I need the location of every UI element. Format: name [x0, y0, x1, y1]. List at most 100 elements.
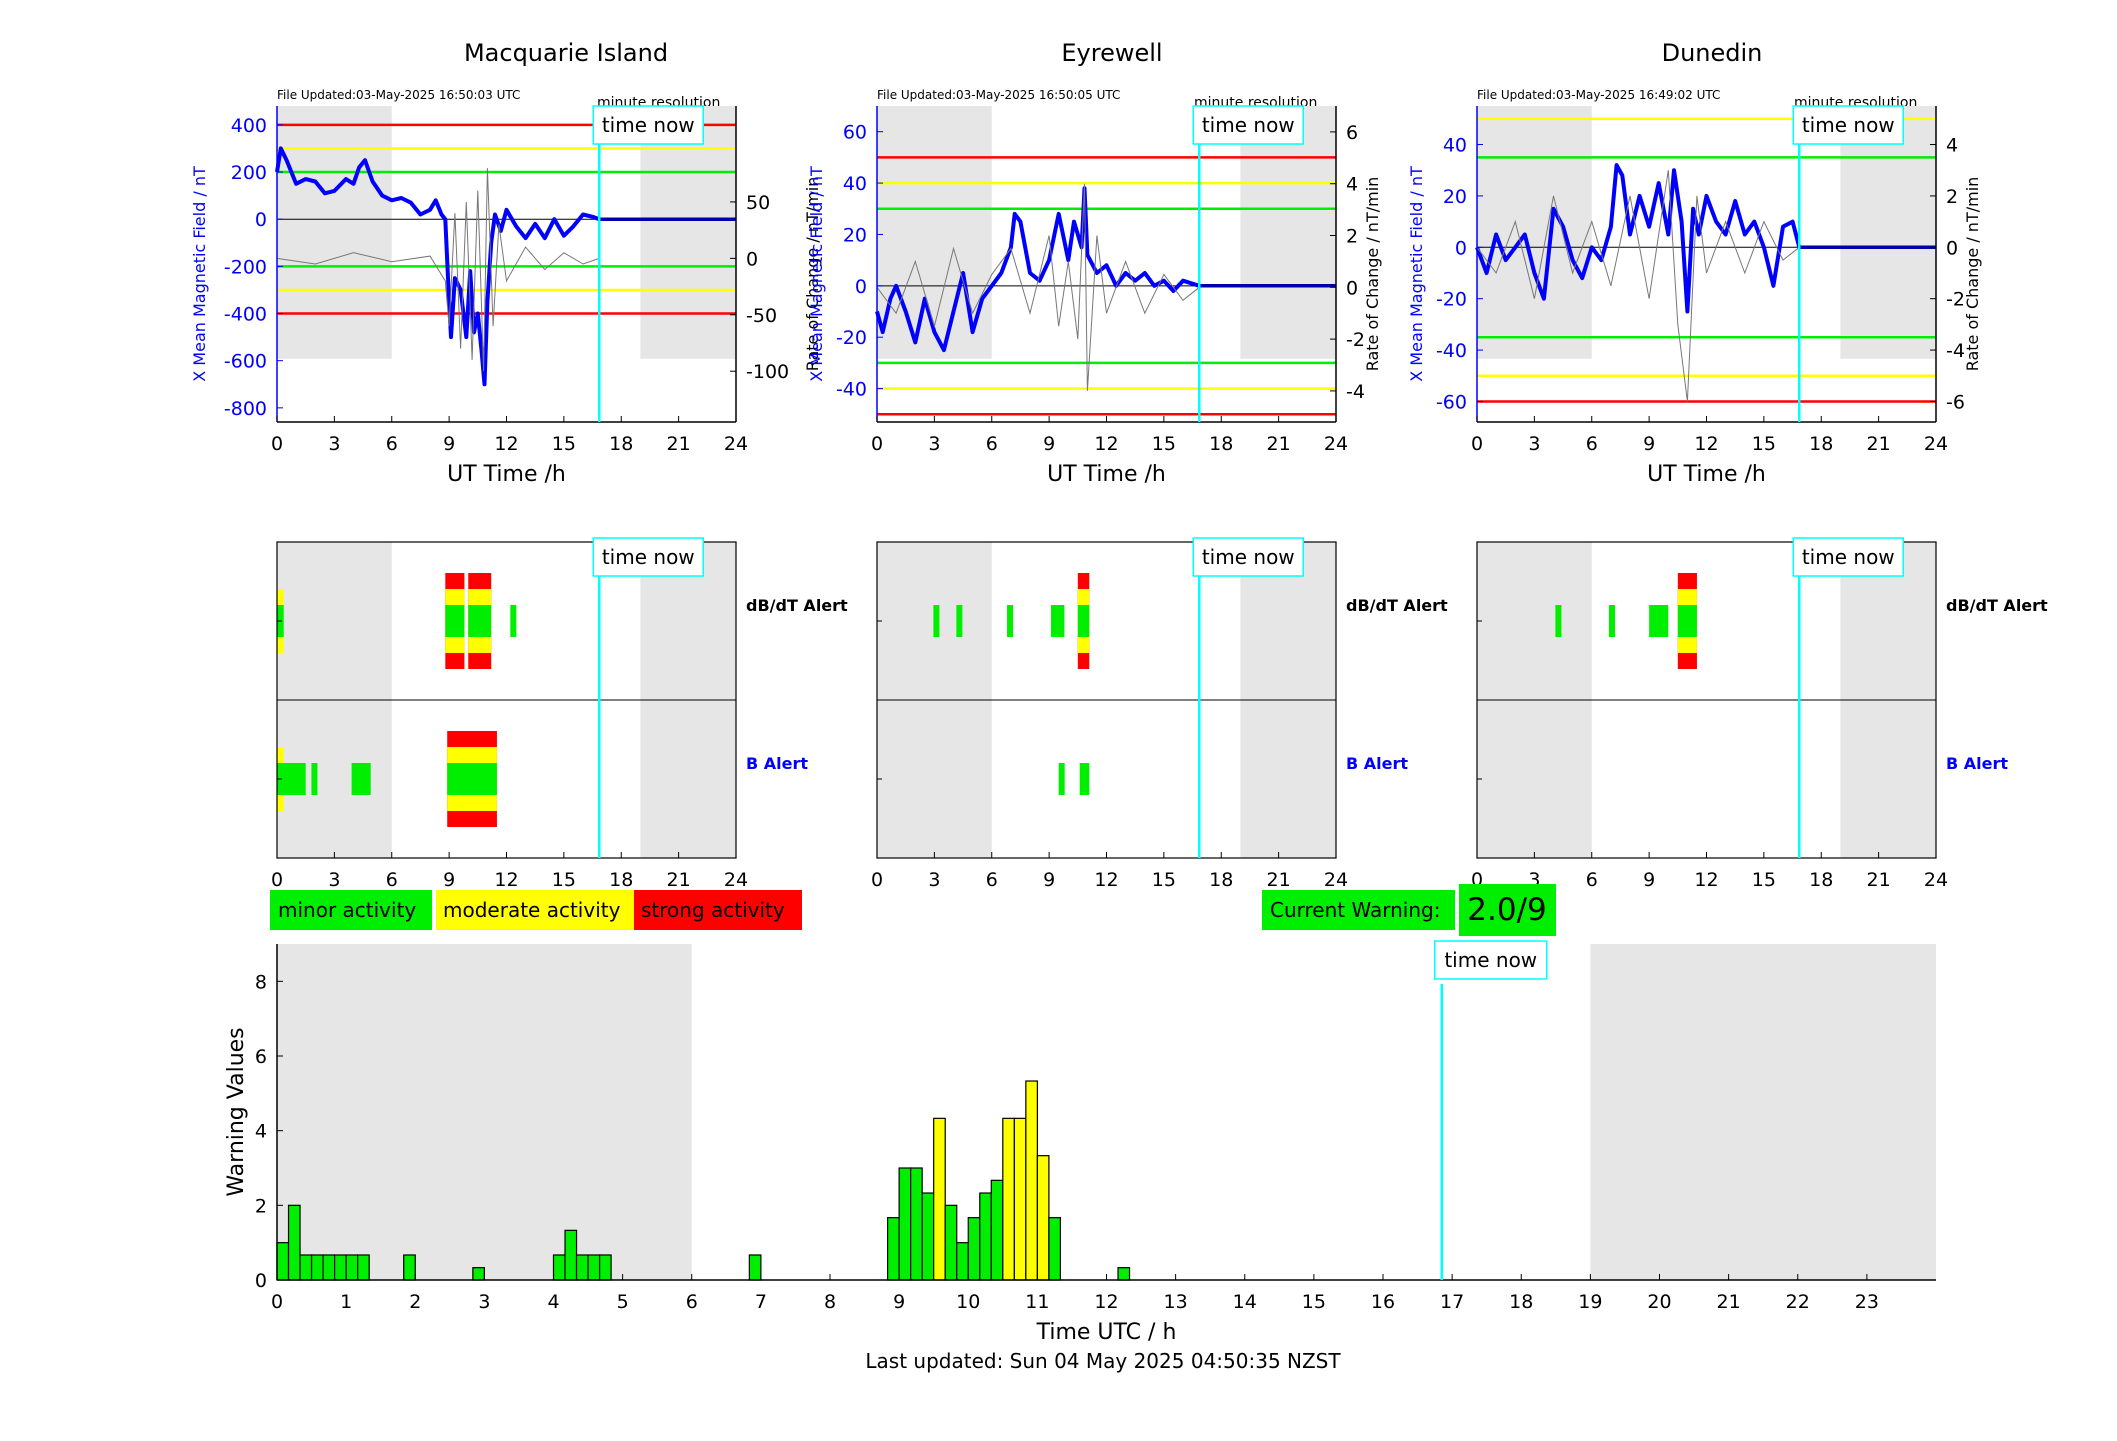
time-now-box [1192, 537, 1305, 577]
x-tick-label: 18 [1209, 869, 1233, 891]
field-plot: 400 200 0 -200 -400 -600 -800 50 0 -50 -100 0 3 6 9 12 1… [190, 105, 822, 487]
x-tick-label: 24 [724, 869, 748, 891]
x-tick-label: 18 [1209, 433, 1233, 455]
x-tick-label: 3 [328, 433, 340, 455]
x-tick-label: 9 [443, 869, 455, 891]
x-tick-label: 6 [686, 1291, 698, 1313]
warning-bar [1117, 1267, 1131, 1281]
warning-bar [748, 1254, 762, 1281]
alert-plot: 0 3 6 9 12 15 18 21 24 dB/dT Alert B Alert time now [271, 537, 848, 891]
warning-bar [944, 1204, 958, 1281]
alert-block-green [468, 605, 492, 637]
warning-bar [334, 1254, 347, 1281]
warning-bar [979, 1192, 992, 1281]
y-left-tick-label: 40 [843, 173, 867, 195]
x-tick-label: 18 [1809, 869, 1833, 891]
alert-block-green [311, 763, 318, 795]
x-axis-label: UT Time /h [1047, 462, 1166, 487]
x-tick-label: 18 [1809, 433, 1833, 455]
warning-bar [587, 1254, 601, 1281]
alert-block-green [510, 605, 517, 637]
file-updated-text: File Updated:03-May-2025 16:50:03 UTC [277, 88, 520, 102]
activity-legend: minor activity moderate activity strong … [270, 890, 802, 930]
alert-block-green [1649, 605, 1669, 637]
x-tick-label: 15 [552, 869, 576, 891]
y-right-tick-label: -6 [1946, 391, 1965, 413]
warning-bar [345, 1254, 359, 1281]
legend-strong-label: strong activity [641, 898, 785, 922]
x-tick-label: 1 [340, 1291, 352, 1313]
x-tick-label: 21 [667, 869, 691, 891]
night-shading [277, 106, 392, 359]
x-tick-label: 7 [755, 1291, 767, 1313]
alert-block-green [447, 763, 497, 795]
y-left-tick-label: 40 [1443, 135, 1467, 157]
y-left-tick-label: -200 [224, 256, 267, 278]
x-tick-label: 9 [1643, 869, 1655, 891]
y-right-tick-label: -100 [746, 361, 789, 383]
y-right-tick-label: -4 [1346, 381, 1365, 403]
x-tick-label: 10 [956, 1291, 980, 1313]
alert-block-green [933, 605, 940, 637]
station-title: Eyrewell [1061, 39, 1162, 67]
time-now-box [592, 105, 705, 145]
station-title: Macquarie Island [464, 39, 668, 67]
y-left-tick-label: -400 [224, 304, 267, 326]
x-tick-label: 9 [1643, 433, 1655, 455]
x-tick-label: 3 [478, 1291, 490, 1313]
time-now-label: time now [1444, 948, 1537, 972]
x-tick-label: 15 [1152, 869, 1176, 891]
alert-plot: 0 3 6 9 12 15 18 21 24 dB/dT Alert B Alert time now [871, 537, 1448, 891]
x-tick-label: 13 [1164, 1291, 1188, 1313]
y-left-tick-label: 20 [843, 224, 867, 246]
warning-bar [287, 1204, 301, 1281]
x-tick-label: 3 [928, 433, 940, 455]
alert-block-green [1608, 605, 1615, 637]
x-tick-label: 9 [893, 1291, 905, 1313]
y-right-tick-label: 2 [1346, 226, 1358, 248]
x-axis-label: Time UTC / h [1036, 1320, 1177, 1345]
night-shading [877, 106, 992, 359]
x-axis-label: UT Time /h [1647, 462, 1766, 487]
y-right-tick-label: 0 [746, 248, 758, 270]
legend-moderate-swatch [436, 890, 634, 930]
x-tick-label: 6 [986, 869, 998, 891]
warning-bar [472, 1267, 485, 1281]
x-tick-label: 15 [1752, 433, 1776, 455]
y-left-tick-label: 20 [1443, 186, 1467, 208]
alert-block-green [1079, 763, 1090, 795]
warning-bar [898, 1167, 912, 1281]
x-tick-label: 12 [1694, 869, 1718, 891]
legend-minor-swatch [270, 890, 432, 930]
x-tick-label: 6 [1586, 869, 1598, 891]
x-tick-label: 22 [1786, 1291, 1810, 1313]
x-tick-label: 18 [609, 869, 633, 891]
warning-bar [1025, 1080, 1038, 1281]
y-left-tick-label: 0 [1455, 237, 1467, 259]
station-panel-dunedin: Dunedin File Updated:03-May-2025 16:49:0… [1407, 39, 2048, 891]
x-tick-label: 3 [928, 869, 940, 891]
y-left-tick-label: 0 [255, 209, 267, 231]
y-left-tick-label: 60 [843, 122, 867, 144]
x-tick-label: 0 [871, 433, 883, 455]
time-now-label: time now [1202, 113, 1295, 137]
current-warning-value: 2.0/9 [1467, 892, 1546, 928]
legend-minor-label: minor activity [278, 898, 416, 922]
x-tick-label: 18 [1509, 1291, 1533, 1313]
y-left-tick-label: -800 [224, 398, 267, 420]
alert-row-label-dbdt: dB/dT Alert [1946, 596, 2048, 615]
x-tick-label: 21 [1267, 869, 1291, 891]
time-now-box [592, 537, 705, 577]
y-right-tick-label: -4 [1946, 340, 1965, 362]
alert-block-green [1058, 763, 1065, 795]
x-tick-label: 2 [409, 1291, 421, 1313]
x-tick-label: 9 [1043, 869, 1055, 891]
y-right-axis-label: Rate of Change / nT/min [1963, 177, 1982, 372]
x-tick-label: 12 [1094, 869, 1118, 891]
y-right-tick-label: -2 [1346, 329, 1365, 351]
x-tick-label: 14 [1233, 1291, 1257, 1313]
x-tick-label: 20 [1647, 1291, 1671, 1313]
